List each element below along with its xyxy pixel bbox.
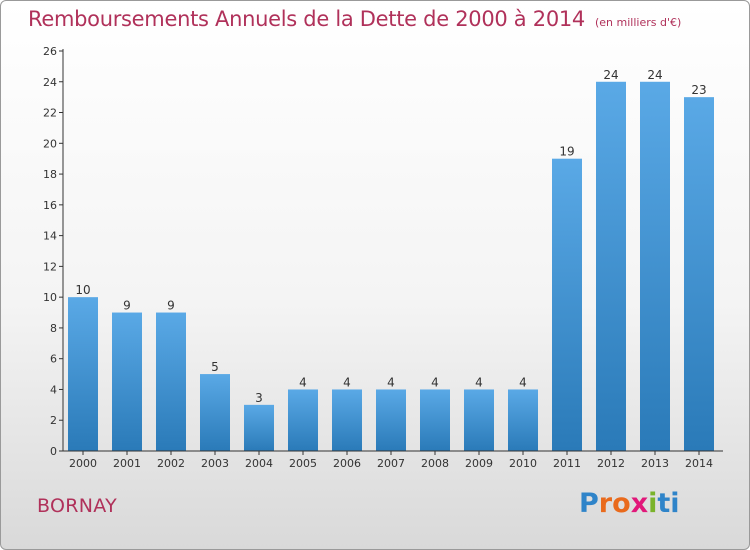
y-tick-label: 0 <box>50 445 57 458</box>
y-tick-label: 10 <box>43 291 57 304</box>
data-label: 9 <box>123 299 131 313</box>
data-label: 19 <box>559 145 574 159</box>
y-tick-label: 18 <box>43 168 57 181</box>
bar <box>288 389 318 451</box>
y-tick-label: 26 <box>43 45 57 58</box>
x-tick-label: 2002 <box>157 457 185 470</box>
bar <box>68 297 98 451</box>
x-tick-label: 2008 <box>421 457 449 470</box>
data-label: 23 <box>691 83 706 97</box>
x-tick-label: 2011 <box>553 457 581 470</box>
y-tick-label: 6 <box>50 353 57 366</box>
x-tick-label: 2014 <box>685 457 713 470</box>
data-label: 5 <box>211 360 219 374</box>
bar <box>420 389 450 451</box>
y-tick-label: 2 <box>50 414 57 427</box>
x-tick-label: 2007 <box>377 457 405 470</box>
chart-title: Remboursements Annuels de la Dette de 20… <box>28 7 585 31</box>
data-label: 9 <box>167 299 175 313</box>
y-tick-label: 16 <box>43 199 57 212</box>
data-label: 4 <box>387 375 395 389</box>
chart-subtitle: (en milliers d'€) <box>595 16 682 29</box>
bar <box>464 389 494 451</box>
x-tick-label: 2012 <box>597 457 625 470</box>
data-label: 3 <box>255 391 263 405</box>
bar <box>332 389 362 451</box>
y-tick-label: 20 <box>43 137 57 150</box>
x-tick-label: 2003 <box>201 457 229 470</box>
data-labels: 10 9 9 5 3 4 4 4 4 4 4 19 24 24 23 <box>75 68 706 405</box>
logo-letter: o <box>612 488 631 519</box>
bar <box>640 81 670 452</box>
data-label: 10 <box>75 283 90 297</box>
y-tick-label: 4 <box>50 383 57 396</box>
data-label: 4 <box>299 375 307 389</box>
bar <box>508 389 538 451</box>
x-axis: 2000 2001 2002 2003 2004 2005 2006 2007 2008 2009… <box>63 450 723 470</box>
logo-letter: r <box>598 488 613 519</box>
x-tick-label: 2006 <box>333 457 361 470</box>
place-name: BORNAY <box>37 495 117 517</box>
data-label: 4 <box>343 375 351 389</box>
bar <box>596 81 626 452</box>
y-tick-label: 8 <box>50 322 57 335</box>
bar <box>200 374 230 451</box>
proxiti-logo[interactable]: Proxiti <box>579 488 680 519</box>
x-tick-label: 2009 <box>465 457 493 470</box>
y-tick-label: 12 <box>43 260 57 273</box>
x-tick-label: 2010 <box>509 457 537 470</box>
bar <box>112 312 142 451</box>
bar <box>684 97 714 452</box>
logo-letter: x <box>630 488 649 519</box>
bar <box>244 404 274 451</box>
bar <box>376 389 406 451</box>
y-tick-label: 22 <box>43 107 57 120</box>
x-tick-label: 2004 <box>245 457 273 470</box>
x-tick-label: 2000 <box>69 457 97 470</box>
data-label: 4 <box>475 375 483 389</box>
data-label: 4 <box>431 375 439 389</box>
y-tick-label: 24 <box>43 76 57 89</box>
data-label: 4 <box>519 375 527 389</box>
y-tick-label: 14 <box>43 230 57 243</box>
logo-letter: i <box>670 488 680 519</box>
bar <box>156 312 186 451</box>
logo-letter: P <box>579 488 599 519</box>
logo-letter: i <box>648 488 658 519</box>
x-tick-label: 2001 <box>113 457 141 470</box>
x-tick-label: 2005 <box>289 457 317 470</box>
logo-letter: t <box>657 488 671 519</box>
title-row: Remboursements Annuels de la Dette de 20… <box>28 7 681 31</box>
data-label: 24 <box>647 68 662 82</box>
bars <box>68 81 714 452</box>
data-label: 24 <box>603 68 618 82</box>
bar <box>552 158 582 451</box>
x-tick-label: 2013 <box>641 457 669 470</box>
